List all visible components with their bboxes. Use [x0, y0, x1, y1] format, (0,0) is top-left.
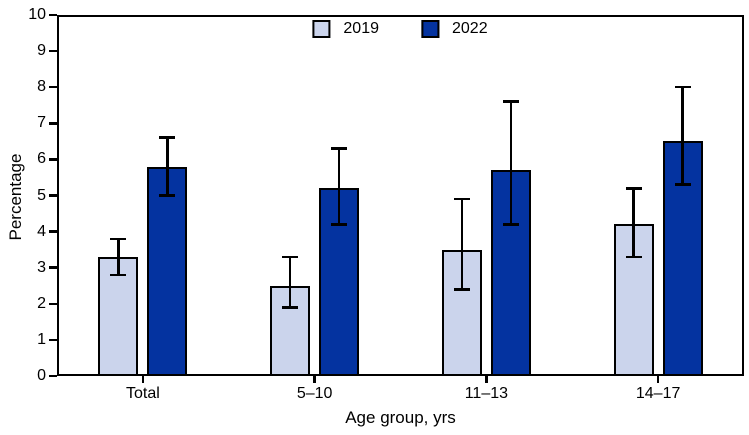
y-axis-tick	[49, 85, 57, 89]
legend-label-2022: 2022	[452, 20, 488, 37]
y-axis-tick	[49, 302, 57, 306]
error-cap-top-2022-5-10	[331, 147, 348, 150]
plot-area	[57, 15, 744, 376]
x-tick-label-14-17: 14–17	[635, 385, 681, 402]
y-axis-tick	[49, 374, 57, 378]
error-cap-bottom-2019-5-10	[282, 306, 299, 309]
y-tick-label-0: 0	[37, 367, 46, 384]
error-cap-top-2019-11-13	[453, 197, 470, 201]
y-tick-label-8: 8	[37, 78, 46, 96]
error-cap-bottom-2022-11-13	[502, 223, 519, 226]
y-tick-label-7: 7	[37, 114, 46, 132]
y-tick-label-5: 5	[37, 186, 46, 204]
error-cap-bottom-2022-14-17	[674, 183, 691, 186]
error-bar-2019-total	[117, 238, 120, 275]
y-tick-label-6: 6	[37, 150, 46, 168]
legend-item-2019: 2019	[312, 20, 379, 38]
error-cap-top-2022-total	[159, 136, 176, 139]
error-bar-2022-total	[166, 137, 169, 196]
legend: 2019 2022	[312, 20, 488, 38]
error-bar-2019-14-17	[632, 188, 635, 257]
error-cap-bottom-2019-total	[110, 273, 127, 277]
error-bar-2022-14-17	[681, 87, 684, 185]
error-bar-2019-5-10	[288, 256, 292, 308]
error-cap-bottom-2019-14-17	[625, 255, 642, 259]
x-tick-label-total: Total	[125, 385, 160, 402]
error-cap-top-2019-14-17	[625, 187, 642, 190]
x-axis-title: Age group, yrs	[345, 408, 456, 427]
x-tick-label-11-13: 11–13	[464, 385, 509, 402]
error-cap-bottom-2022-5-10	[331, 223, 348, 226]
y-tick-label-2: 2	[37, 294, 46, 312]
y-tick-label-10: 10	[28, 6, 46, 23]
bar-2022-total	[147, 166, 188, 376]
y-axis-tick	[49, 13, 57, 17]
legend-label-2019: 2019	[343, 20, 379, 37]
y-axis-tick	[49, 158, 57, 161]
y-axis-tick	[49, 338, 57, 342]
legend-item-2022: 2022	[421, 20, 488, 38]
x-axis-tick	[485, 376, 488, 383]
y-axis-tick	[49, 194, 57, 197]
error-bar-2022-5-10	[337, 148, 341, 225]
error-cap-bottom-2022-total	[159, 194, 176, 197]
y-tick-label-3: 3	[37, 258, 46, 276]
error-cap-top-2022-14-17	[674, 85, 691, 89]
error-bar-2022-11-13	[509, 101, 513, 225]
x-axis-tick	[656, 376, 660, 383]
y-axis-tick	[49, 230, 57, 233]
x-tick-label-5-10: 5–10	[296, 385, 333, 402]
y-axis-tick	[49, 49, 57, 53]
error-cap-top-2019-5-10	[282, 255, 299, 259]
x-axis-tick	[313, 376, 316, 383]
error-bar-2019-11-13	[460, 199, 464, 290]
y-axis-tick	[49, 122, 57, 125]
y-tick-label-9: 9	[37, 42, 46, 60]
y-tick-label-1: 1	[37, 330, 46, 348]
error-cap-top-2019-total	[110, 237, 127, 241]
x-axis-tick	[141, 376, 145, 383]
error-cap-top-2022-11-13	[502, 100, 519, 103]
y-tick-label-4: 4	[37, 222, 46, 240]
legend-swatch-2019	[312, 20, 331, 38]
error-cap-bottom-2019-11-13	[453, 288, 470, 291]
y-axis-tick	[49, 266, 57, 269]
legend-swatch-2022	[421, 20, 439, 38]
